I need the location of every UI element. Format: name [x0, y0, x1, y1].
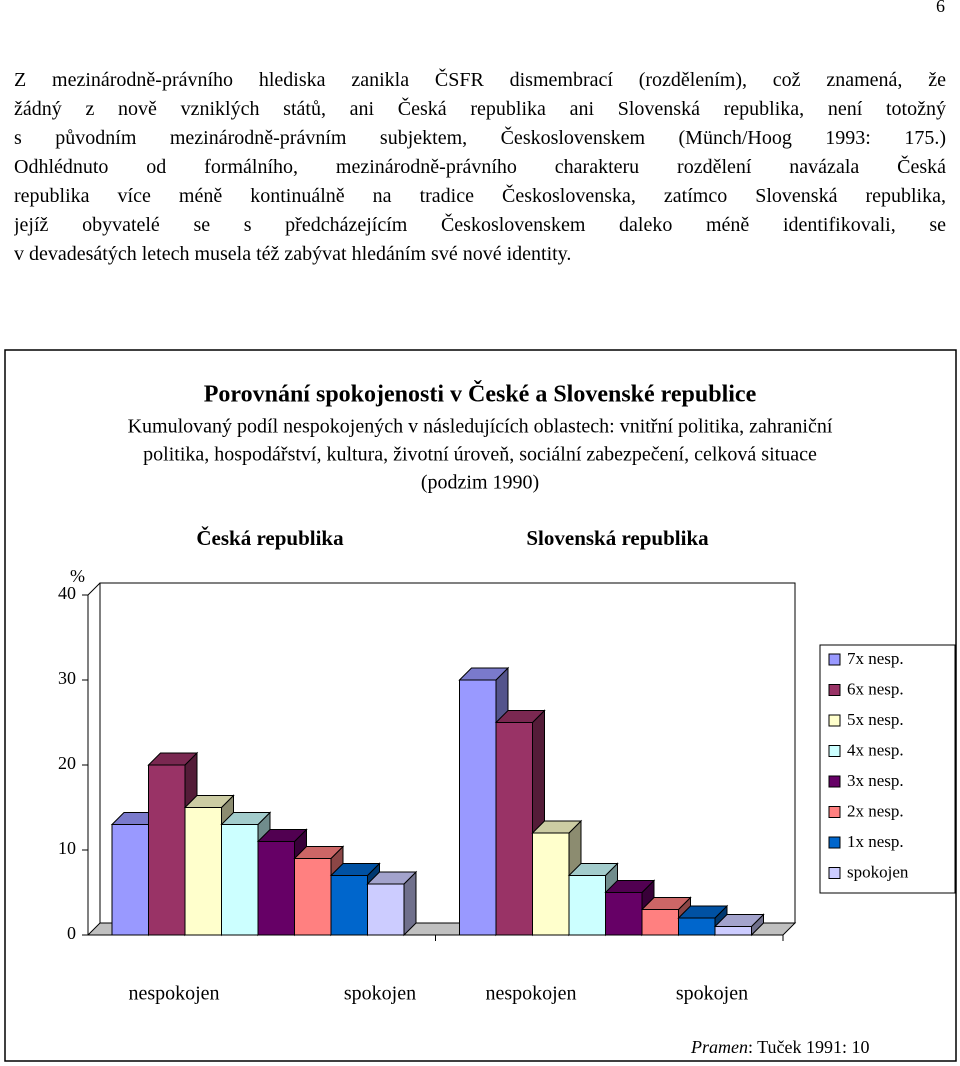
text-line: žádný z nově vzniklých států, ani Česká …	[14, 98, 946, 120]
legend-swatch	[828, 775, 841, 788]
legend	[819, 644, 956, 894]
x-end-label: spokojen	[676, 983, 748, 1005]
page-number: 6	[936, 0, 945, 16]
chart-subtitle: Kumulovaný podíl nespokojených v následu…	[128, 416, 833, 438]
text-line: jejíž obyvatelé se s předcházejícím Česk…	[14, 214, 946, 236]
y-tick-label: 0	[67, 923, 76, 943]
chart-frame	[4, 349, 957, 1062]
legend-swatch	[828, 745, 841, 757]
category-label: Česká republika	[196, 526, 344, 550]
chart-title: Porovnání spokojenosti v České a Slovens…	[204, 381, 757, 408]
bar	[148, 764, 186, 936]
bar	[111, 824, 149, 936]
legend-swatch	[828, 714, 841, 727]
bar	[459, 679, 497, 936]
x-end-label: nespokojen	[485, 983, 576, 1005]
chart-subtitle: (podzim 1990)	[421, 472, 539, 494]
y-tick-label: 20	[58, 753, 76, 773]
x-end-label: nespokojen	[128, 983, 219, 1005]
text-line: republika více méně kontinuálně na tradi…	[14, 185, 946, 207]
bar	[367, 883, 405, 936]
legend-label: 5x nesp.	[847, 710, 904, 729]
paragraph: Z mezinárodně-právního hlediska zanikla …	[14, 66, 946, 269]
bar	[568, 875, 606, 936]
text-line: s původním mezinárodně-právním subjektem…	[14, 127, 946, 149]
bar	[714, 926, 752, 936]
legend-label: 4x nesp.	[847, 740, 904, 759]
bar	[184, 807, 222, 936]
legend-swatch	[828, 684, 841, 696]
legend-swatch	[828, 806, 841, 818]
text-line: Z mezinárodně-právního hlediska zanikla …	[14, 69, 946, 91]
y-tick-label: 40	[58, 583, 76, 603]
bar	[532, 832, 570, 936]
legend-label: 2x nesp.	[847, 801, 904, 820]
x-end-label: spokojen	[344, 983, 416, 1005]
bar	[641, 909, 679, 936]
category-label: Slovenská republika	[526, 526, 709, 550]
text-line: Odhlédnuto od formálního, mezinárodně-pr…	[14, 156, 946, 178]
bar	[257, 841, 295, 936]
bar	[221, 824, 259, 936]
bar	[294, 858, 332, 936]
legend-swatch	[828, 836, 841, 849]
legend-swatch	[828, 867, 841, 879]
bar	[605, 892, 643, 936]
legend-label: 6x nesp.	[847, 679, 904, 698]
chart-subtitle: politika, hospodářství, kultura, životní…	[143, 444, 817, 466]
legend-label: spokojen	[847, 862, 909, 881]
source-text: : Tuček 1991: 10	[748, 1037, 870, 1057]
bar	[678, 917, 716, 936]
text-line: v devadesátých letech musela též zabývat…	[14, 243, 572, 265]
legend-label: 1x nesp.	[847, 832, 904, 851]
legend-label: 3x nesp.	[847, 771, 904, 790]
source-label: Pramen	[690, 1037, 748, 1057]
bar	[330, 875, 368, 936]
legend-swatch	[828, 653, 841, 666]
bar	[495, 722, 533, 936]
y-axis-depth	[87, 582, 101, 596]
y-tick-label: 10	[58, 838, 76, 858]
y-axis-label: %	[70, 566, 85, 586]
legend-label: 7x nesp.	[847, 649, 904, 668]
y-tick-label: 30	[58, 668, 76, 688]
